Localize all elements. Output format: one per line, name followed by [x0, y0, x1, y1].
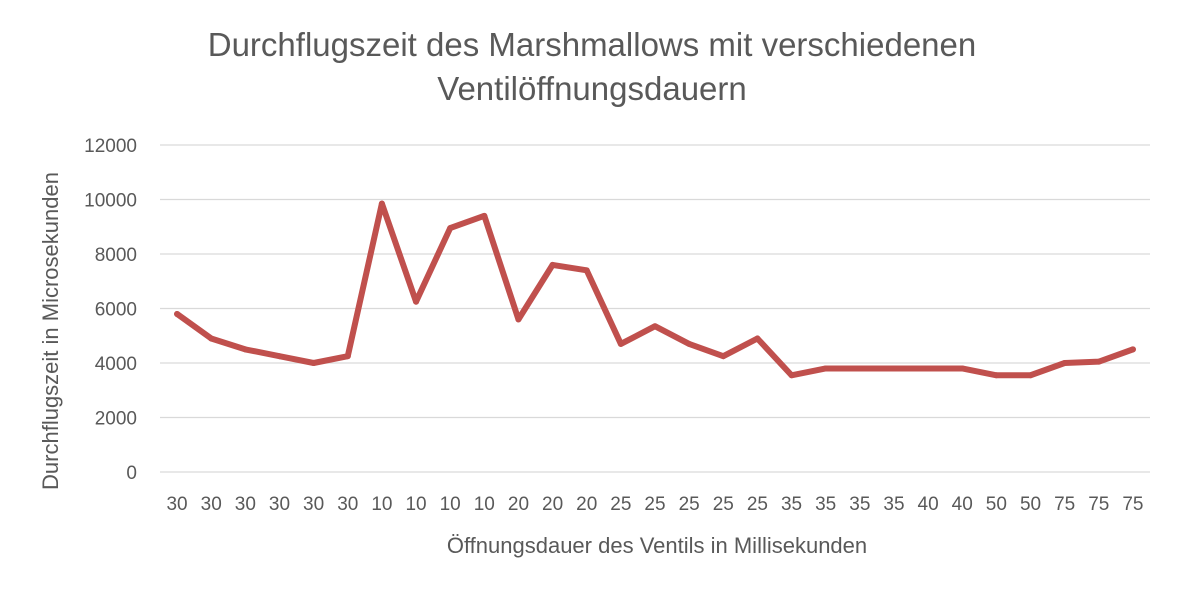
x-tick-label: 35	[815, 494, 836, 515]
x-tick-label: 35	[781, 494, 802, 515]
x-tick-label: 40	[918, 494, 939, 515]
data-point	[310, 360, 317, 366]
y-tick-label: 4000	[95, 354, 137, 375]
data-point	[652, 323, 658, 330]
data-point	[890, 365, 897, 372]
data-point	[686, 340, 693, 347]
x-tick-label: 30	[303, 494, 324, 515]
x-tick-label: 75	[1088, 494, 1109, 515]
x-tick-label: 75	[1122, 494, 1143, 515]
x-tick-label: 75	[1054, 494, 1075, 515]
x-tick-label: 30	[166, 494, 187, 515]
y-axis-tick-labels: 0 2000 4000 6000 8000 10000 12000	[84, 136, 137, 484]
y-tick-label: 12000	[84, 136, 137, 157]
x-tick-label: 20	[542, 494, 563, 515]
x-tick-label: 30	[201, 494, 222, 515]
x-tick-label: 30	[269, 494, 290, 515]
x-tick-label: 25	[747, 494, 768, 515]
data-point	[1061, 360, 1068, 366]
y-axis-title: Durchflugszeit in Microsekunden	[38, 172, 63, 490]
y-tick-label: 2000	[95, 409, 137, 430]
data-point	[617, 340, 624, 347]
x-tick-label: 50	[986, 494, 1007, 515]
x-tick-label: 25	[713, 494, 734, 515]
data-point	[413, 298, 420, 305]
data-point	[481, 212, 488, 219]
data-point	[447, 225, 454, 232]
data-point	[925, 365, 932, 372]
data-point	[993, 372, 1000, 379]
chart-title: Durchflugszeit des Marshmallows mit vers…	[208, 26, 976, 107]
data-point	[720, 353, 727, 360]
data-point	[1095, 358, 1102, 365]
data-point	[344, 353, 351, 360]
data-point	[242, 346, 249, 353]
x-tick-label: 35	[883, 494, 904, 515]
data-point	[174, 310, 181, 317]
data-series	[174, 200, 1136, 379]
y-tick-label: 8000	[95, 245, 137, 266]
x-tick-label: 30	[337, 494, 358, 515]
data-point	[822, 365, 829, 372]
x-tick-label: 20	[508, 494, 529, 515]
chart-title-line-2: Ventilöffnungsdauern	[437, 70, 747, 107]
y-tick-label: 6000	[95, 300, 137, 321]
chart-title-line-1: Durchflugszeit des Marshmallows mit vers…	[208, 26, 976, 63]
data-point	[754, 335, 761, 342]
x-tick-label: 25	[644, 494, 665, 515]
x-tick-label: 10	[474, 494, 495, 515]
x-tick-label: 10	[371, 494, 392, 515]
y-tick-label: 10000	[84, 191, 137, 212]
data-point	[378, 200, 385, 207]
x-tick-label: 10	[405, 494, 426, 515]
x-tick-label: 30	[235, 494, 256, 515]
y-tick-label: 0	[126, 463, 137, 484]
data-point	[208, 335, 215, 342]
x-tick-label: 25	[610, 494, 631, 515]
x-tick-label: 50	[1020, 494, 1041, 515]
x-axis-tick-labels: 30 30 30 30 30 30 10 10 10 10 20 20 20 25 25 25 25 25 35 35…	[166, 494, 1143, 515]
series-line-0	[174, 200, 1136, 379]
data-point	[1027, 372, 1034, 379]
x-tick-label: 25	[679, 494, 700, 515]
x-tick-label: 20	[576, 494, 597, 515]
data-point	[583, 267, 590, 274]
x-tick-label: 40	[952, 494, 973, 515]
x-axis-title: Öffnungsdauer des Ventils in Millisekund…	[447, 533, 867, 558]
data-point	[959, 365, 966, 372]
data-point	[788, 372, 795, 379]
data-point	[549, 261, 556, 268]
data-point	[856, 365, 863, 372]
data-point	[515, 316, 522, 323]
gridlines	[160, 144, 1150, 473]
data-point	[276, 353, 283, 360]
x-tick-label: 10	[440, 494, 461, 515]
x-tick-label: 35	[849, 494, 870, 515]
data-point	[1129, 346, 1136, 353]
